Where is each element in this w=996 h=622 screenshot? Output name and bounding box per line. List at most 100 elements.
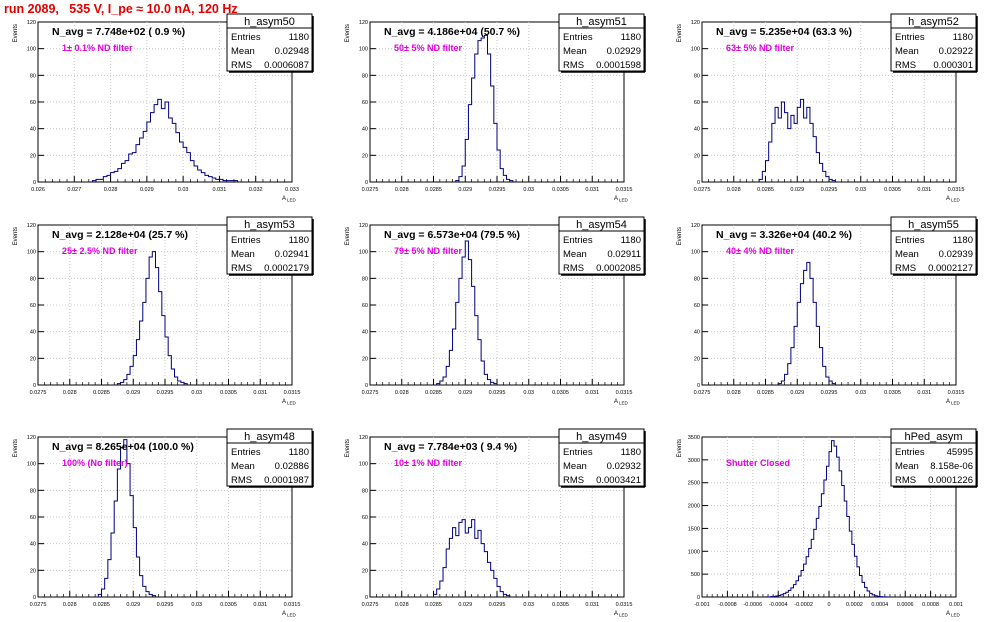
y-tick-label: 80 [30,488,36,494]
y-tick-label: 120 [359,435,368,441]
x-axis-label-sub: LED [951,613,961,618]
y-tick-label: 2000 [688,504,700,510]
stats-label: RMS [563,263,584,274]
x-tick-label: 0.0295 [489,187,506,193]
y-axis-label: Events [677,24,683,42]
histogram-name: h_asym52 [908,16,959,28]
stats-value: 0.0002127 [928,263,973,274]
x-axis-label: A [946,611,950,617]
x-axis-label: A [946,196,950,202]
stats-box [558,216,645,275]
x-tick-label: 0.0315 [284,390,301,396]
stats-value: 0.02911 [607,249,641,260]
x-tick-label: 0.03 [855,390,866,396]
histogram-name: h_asym54 [576,219,627,231]
histogram-line [116,251,188,385]
y-tick-label: 0 [33,180,36,186]
stats-label: Entries [895,32,925,43]
y-tick-label: 80 [30,276,36,282]
panel-h_asym50: 0.026 0.027 0.028 0.029 0.03 0.031 0.032 0.033 0… [13,13,314,203]
y-tick-label: 40 [694,330,700,336]
x-tick-label: 0.029 [126,602,140,608]
stats-label: Mean [895,249,919,260]
stats-value: 1180 [621,235,641,246]
n-avg-label: N_avg = 8.265e+04 (100.0 %) [52,441,194,453]
x-tick-label: 0.0295 [157,602,174,608]
y-tick-label: 20 [694,356,700,362]
histogram-name: h_asym48 [244,431,295,443]
stats-label: Entries [895,447,925,458]
panel-h_asym54: 0.0275 0.028 0.0285 0.029 0.0295 0.03 0.0305 0.… [345,216,646,406]
stats-label: RMS [231,263,252,274]
stats-value: 0.0002085 [596,263,641,274]
y-axis-label: Events [677,439,683,457]
y-tick-label: 3500 [688,435,700,441]
y-tick-label: 0 [33,595,36,601]
panel-h_asym49: 0.0275 0.028 0.0285 0.029 0.0295 0.03 0.0305 0.… [345,428,646,618]
x-tick-label: 0.028 [727,187,741,193]
stats-label: Mean [231,461,255,472]
x-axis-label-sub: LED [619,401,629,406]
x-tick-label: 0.031 [585,602,599,608]
x-tick-label: -0.001 [694,602,710,608]
x-tick-label: 0.029 [458,187,472,193]
x-tick-label: 0.028 [63,602,77,608]
x-tick-label: 0.0285 [425,187,442,193]
x-axis-label-sub: LED [287,613,297,618]
y-axis-label: Events [345,439,351,457]
x-tick-label: 0.031 [585,187,599,193]
x-tick-label: 0 [827,602,830,608]
stats-box [226,216,313,275]
histogram-line [433,519,511,597]
y-tick-label: 80 [362,73,368,79]
x-tick-label: 0.0285 [93,602,110,608]
y-tick-label: 3000 [688,458,700,464]
x-tick-label: 0.0285 [757,187,774,193]
x-tick-label: 0.028 [395,390,409,396]
stats-box [558,13,645,72]
y-tick-label: 100 [359,47,368,53]
x-tick-label: 0.027 [67,187,81,193]
filter-annotation: 100% (No filter) [62,458,128,468]
histogram-line [777,261,836,385]
y-axis-label: Events [13,24,19,42]
y-tick-label: 80 [694,276,700,282]
y-tick-label: 40 [694,127,700,133]
y-tick-label: 60 [30,100,36,106]
histogram-line [91,98,239,182]
y-tick-label: 60 [30,515,36,521]
x-tick-label: 0.026 [31,187,45,193]
x-tick-label: 0.028 [395,187,409,193]
x-tick-label: -0.0006 [743,602,762,608]
y-tick-label: 0 [33,383,36,389]
x-tick-label: 0.0305 [552,187,569,193]
y-tick-label: 20 [30,356,36,362]
stats-label: Mean [895,46,919,57]
stats-value: 0.02941 [275,249,309,260]
y-tick-label: 120 [691,223,700,229]
x-tick-label: 0.029 [140,187,154,193]
n-avg-label: N_avg = 7.784e+03 ( 9.4 %) [384,441,517,453]
panel-h_asym52: 0.0275 0.028 0.0285 0.029 0.0295 0.03 0.0305 0.… [677,13,978,203]
x-tick-label: 0.029 [458,602,472,608]
y-tick-label: 0 [365,180,368,186]
panel-h_asym48: 0.0275 0.028 0.0285 0.029 0.0295 0.03 0.0305 0.… [13,428,314,618]
y-tick-label: 60 [694,303,700,309]
stats-value: 0.02939 [939,249,973,260]
stats-label: Entries [563,32,593,43]
y-tick-label: 120 [359,20,368,26]
y-tick-label: 40 [30,542,36,548]
x-axis-label: A [282,196,286,202]
x-tick-label: 0.0275 [694,390,711,396]
x-tick-label: 0.029 [126,390,140,396]
x-tick-label: 0.0295 [489,602,506,608]
x-tick-label: -0.0008 [718,602,737,608]
y-tick-label: 60 [362,303,368,309]
x-tick-label: 0.029 [458,390,472,396]
stats-box [226,428,313,487]
stats-label: RMS [231,60,252,71]
n-avg-label: N_avg = 2.128e+04 (25.7 %) [52,229,188,241]
y-tick-label: 20 [362,356,368,362]
y-tick-label: 120 [27,223,36,229]
